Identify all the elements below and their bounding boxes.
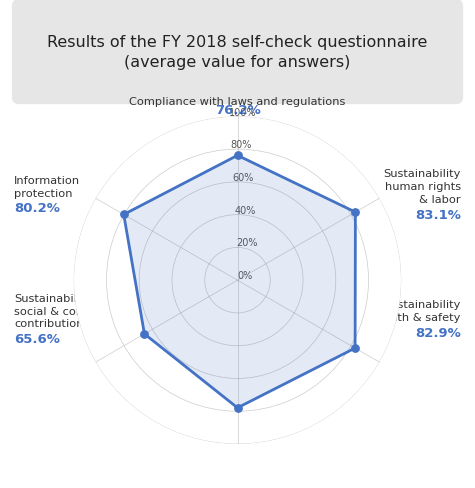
Text: 77.9%: 77.9%	[215, 416, 260, 429]
Text: Sustainability
social & community
contributions: Sustainability social & community contri…	[14, 293, 127, 329]
Point	[120, 211, 127, 219]
Text: 82.9%: 82.9%	[415, 326, 461, 339]
Text: Sustainability
human rights
& labor: Sustainability human rights & labor	[383, 169, 461, 204]
Text: 80.2%: 80.2%	[14, 202, 60, 215]
Text: Results of the FY 2018 self-check questionnaire
(average value for answers): Results of the FY 2018 self-check questi…	[48, 35, 428, 70]
Point	[234, 404, 241, 412]
Point	[141, 330, 148, 338]
Text: Compliance with laws and regulations: Compliance with laws and regulations	[129, 97, 346, 106]
FancyBboxPatch shape	[12, 0, 463, 105]
Point	[234, 152, 241, 160]
Text: Sustainability environmental
conservation: Sustainability environmental conservatio…	[156, 401, 319, 424]
Point	[352, 209, 359, 217]
Point	[352, 345, 359, 352]
Polygon shape	[124, 156, 355, 408]
Text: 76.2%: 76.2%	[215, 104, 260, 117]
Text: 65.6%: 65.6%	[14, 333, 60, 346]
Text: Information
protection: Information protection	[14, 176, 80, 198]
Text: 83.1%: 83.1%	[415, 208, 461, 222]
Text: Sustainability
health & safety: Sustainability health & safety	[373, 300, 461, 323]
